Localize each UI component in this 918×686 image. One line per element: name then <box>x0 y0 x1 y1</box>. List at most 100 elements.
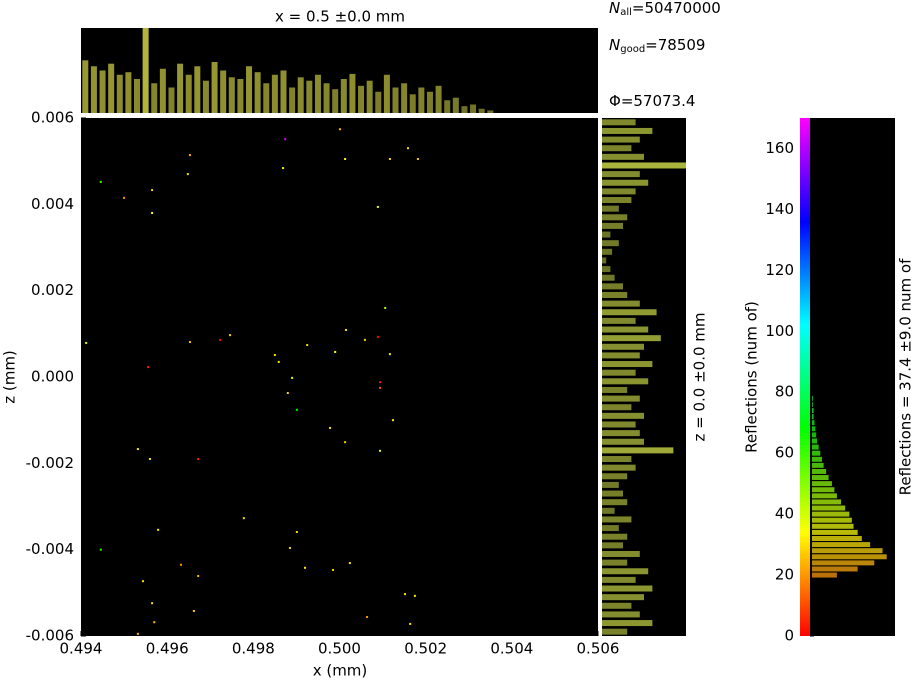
scatter-point <box>179 563 182 566</box>
scatter-point <box>153 621 156 624</box>
plot-area <box>81 118 598 636</box>
y-tick-label: -0.002 <box>26 454 74 472</box>
side-histogram-bar <box>602 533 628 540</box>
x-tick-label: 0.502 <box>404 640 447 658</box>
y-axis-label: z (mm) <box>1 350 19 404</box>
side-histogram-label: z = 0.0 ±0.0 mm <box>691 312 709 441</box>
side-histogram-bar <box>602 222 623 229</box>
colorbar-tick-label: 60 <box>775 444 794 462</box>
scatter-point <box>378 449 381 452</box>
top-histogram-bar <box>108 63 115 113</box>
scatter-point <box>344 328 347 331</box>
scatter-point <box>282 167 285 170</box>
y-tick-label: 0.004 <box>31 195 74 213</box>
colorbar-tick-label: 40 <box>775 505 794 523</box>
top-histogram-bar <box>461 106 468 113</box>
top-histogram-bar <box>487 110 494 113</box>
colorbar-histogram-bar <box>812 395 813 401</box>
colorbar-histogram-bar <box>812 554 887 560</box>
side-histogram-bar <box>602 473 628 480</box>
side-histogram-bar <box>602 326 649 333</box>
top-histogram-bar <box>125 72 132 113</box>
side-histogram-bar <box>602 490 623 497</box>
top-histogram-bar <box>237 79 244 113</box>
scatter-point <box>409 622 412 625</box>
side-histogram-bar <box>602 179 649 186</box>
side-histogram-bar <box>602 153 644 160</box>
side-histogram-bar <box>602 266 611 273</box>
top-histogram-bar <box>159 68 166 113</box>
top-histogram-bar <box>340 79 347 113</box>
scatter-point <box>197 458 200 461</box>
top-histogram-bar <box>375 91 382 113</box>
scatter-point <box>197 574 200 577</box>
top-histogram-bar <box>177 63 184 113</box>
side-histogram-bar <box>602 507 615 514</box>
colorbar-tick-label: 120 <box>765 261 794 279</box>
scatter-point <box>378 386 381 389</box>
top-histogram-bar <box>194 66 201 113</box>
stat-value: =57073.4 <box>621 92 696 110</box>
stat-subscript: all <box>620 7 632 18</box>
top-histogram-bar <box>332 89 339 113</box>
top-histogram-panel <box>81 28 598 113</box>
colorbar <box>800 118 810 636</box>
top-histogram-bar <box>134 79 141 113</box>
scatter-point <box>242 517 245 520</box>
top-histogram-bar <box>401 83 408 113</box>
colorbar-histogram-bar <box>812 420 815 426</box>
side-histogram-bar <box>602 559 628 566</box>
y-tick-label: -0.004 <box>26 540 74 558</box>
side-histogram-bar <box>602 257 607 264</box>
scatter-point <box>413 594 416 597</box>
stat-value: =78509 <box>645 36 705 54</box>
side-histogram-bar <box>602 620 653 627</box>
side-histogram-bar <box>602 136 640 143</box>
y-tick-label: 0.002 <box>31 281 74 299</box>
top-histogram-bar <box>366 80 373 113</box>
top-histogram-bar <box>151 83 158 113</box>
side-histogram-bar <box>602 171 640 178</box>
colorbar-label: Reflections (num of) <box>743 301 761 453</box>
colorbar-histogram-bar <box>812 511 850 517</box>
top-histogram-bar <box>142 28 149 113</box>
top-histogram-bar <box>90 66 97 113</box>
scatter-point <box>192 609 195 612</box>
scatter-point <box>384 306 387 309</box>
scatter-point <box>407 147 410 150</box>
side-histogram-bar <box>602 317 636 324</box>
top-histogram-bar <box>358 85 365 113</box>
side-histogram-bar <box>602 550 640 557</box>
scatter-point <box>189 154 192 157</box>
scatter-point <box>136 448 139 451</box>
side-histogram-bar <box>602 542 623 549</box>
scatter-point <box>291 376 294 379</box>
top-histogram-bar <box>246 66 253 113</box>
stat-symbol: N <box>609 0 620 17</box>
scatter-point <box>332 568 335 571</box>
colorbar-tick-label: 160 <box>765 139 794 157</box>
top-histogram-bar <box>306 80 313 113</box>
scatter-point <box>123 196 126 199</box>
scatter-point <box>273 353 276 356</box>
side-histogram-panel <box>602 118 686 636</box>
colorbar-tick-label: 80 <box>775 383 794 401</box>
side-histogram-bar <box>602 602 632 609</box>
scatter-point <box>348 562 351 565</box>
side-histogram-bar <box>602 430 640 437</box>
top-histogram-bar <box>470 104 477 113</box>
side-histogram-bar <box>602 361 653 368</box>
side-histogram-bar <box>602 386 628 393</box>
side-histogram-bar <box>602 525 619 532</box>
top-histogram-bar <box>280 70 287 113</box>
colorbar-histogram-bar <box>812 560 875 566</box>
colorbar-stat-label: Reflections = 37.4 ±9.0 num of <box>897 258 915 495</box>
scatter-point <box>376 335 379 338</box>
scatter-point <box>378 381 381 384</box>
top-histogram-bar <box>220 70 227 113</box>
scatter-point <box>151 189 154 192</box>
stat-symbol: Φ <box>609 92 621 110</box>
top-histogram-bar <box>349 73 356 113</box>
side-histogram-bar <box>602 291 628 298</box>
side-histogram-bar <box>602 585 653 592</box>
